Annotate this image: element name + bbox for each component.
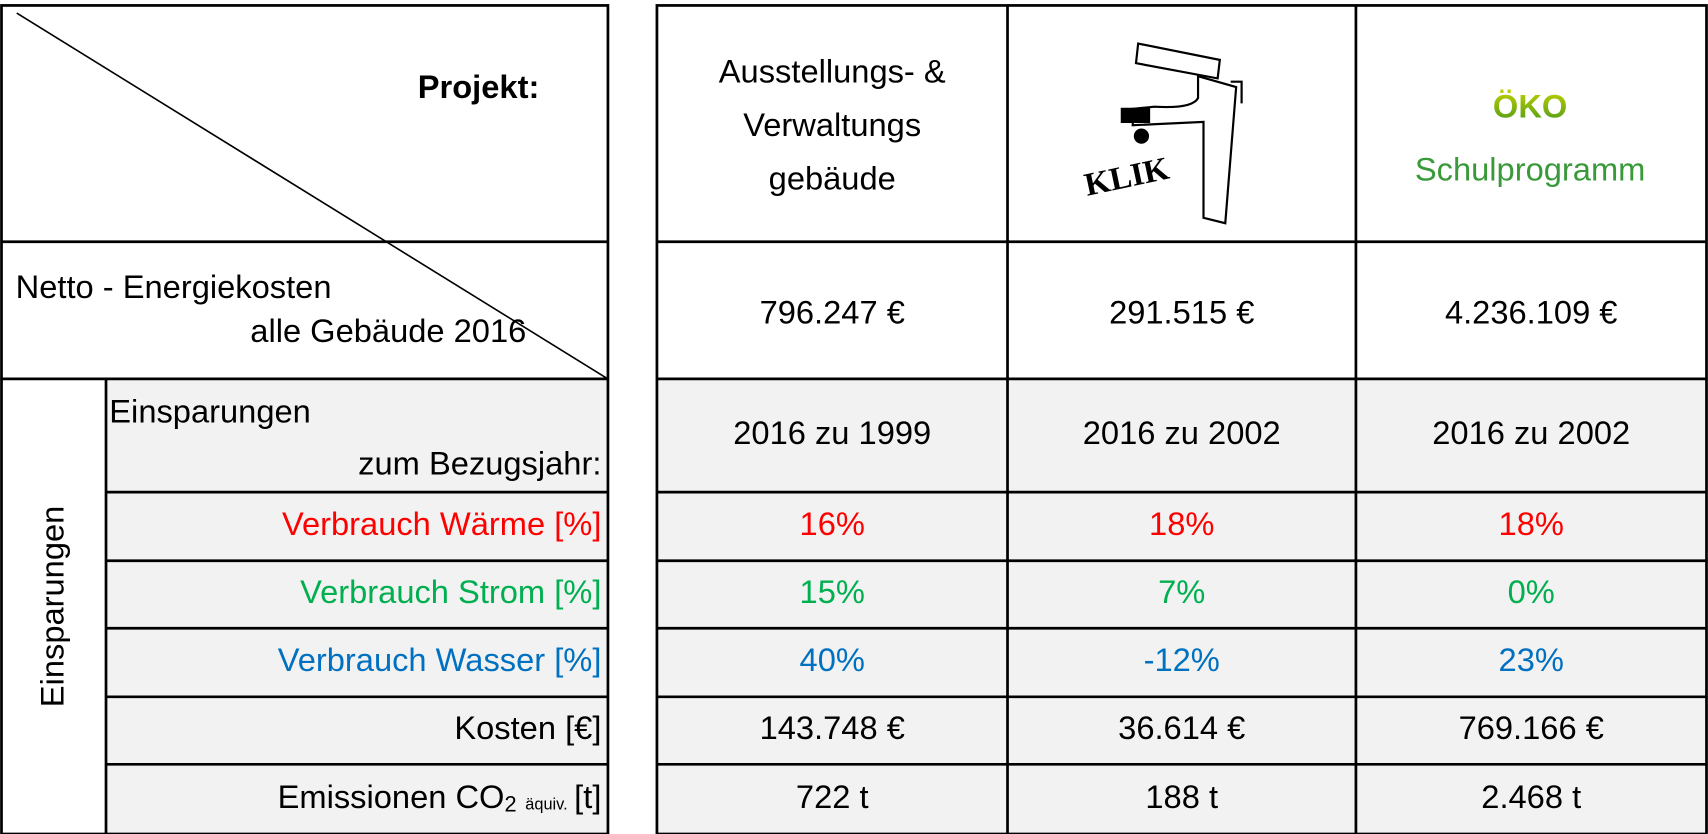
right-border xyxy=(655,4,1708,834)
project-title: gebäude xyxy=(769,159,896,196)
row-label: Emissionen CO2 äquiv. [t] xyxy=(278,778,602,817)
left-border xyxy=(0,4,610,834)
cell-value: 291.515 € xyxy=(1109,293,1254,330)
cell-value: 18% xyxy=(1149,505,1214,542)
cell-value: -12% xyxy=(1144,641,1220,678)
cell-value: 2.468 t xyxy=(1481,778,1581,815)
cell-value: 143.748 € xyxy=(760,709,905,746)
label-part: Emissionen CO xyxy=(278,778,505,815)
row-label: zum Bezugsjahr: xyxy=(358,445,601,482)
cell-value: 15% xyxy=(800,573,865,610)
faucet-icon xyxy=(1120,42,1243,225)
row-label: Netto - Energiekosten xyxy=(16,268,332,305)
backgrounds xyxy=(106,378,1708,834)
group-label: Einsparungen xyxy=(33,506,70,708)
left-shade xyxy=(106,378,608,834)
row-label: Einsparungen xyxy=(109,392,311,429)
klik-logo: KLIK xyxy=(1081,151,1172,204)
corner-label: Projekt: xyxy=(418,68,540,105)
row-label: Kosten [€] xyxy=(454,709,601,746)
right-shade xyxy=(656,378,1708,834)
label-part: äquiv. xyxy=(525,796,567,814)
row-label: Verbrauch Strom [%] xyxy=(300,573,601,610)
cell-value: 188 t xyxy=(1145,778,1218,815)
cell-value: 7% xyxy=(1158,573,1205,610)
cell-value: 2016 zu 2002 xyxy=(1083,414,1281,451)
diagonal xyxy=(16,12,609,380)
oeko-subtitle: Schulprogramm xyxy=(1415,151,1645,188)
cell-value: 36.614 € xyxy=(1118,709,1245,746)
oeko-logo: ÖKO xyxy=(1493,88,1567,125)
label-part: 2 xyxy=(504,791,516,816)
row-label: Verbrauch Wasser [%] xyxy=(278,641,602,678)
cell-value: 0% xyxy=(1508,573,1555,610)
cell-value: 2016 zu 2002 xyxy=(1432,414,1630,451)
cell-value: 796.247 € xyxy=(760,293,905,330)
cell-value: 4.236.109 € xyxy=(1445,293,1618,330)
cell-value: 2016 zu 1999 xyxy=(733,414,931,451)
cell-value: 40% xyxy=(800,641,865,678)
label-part: [t] xyxy=(574,778,601,815)
row-label: Verbrauch Wärme [%] xyxy=(282,505,601,542)
project-title: Ausstellungs- & xyxy=(719,53,946,90)
cell-value: 769.166 € xyxy=(1459,709,1604,746)
cell-value: 722 t xyxy=(796,778,869,815)
cell-value: 23% xyxy=(1499,641,1564,678)
row-label: alle Gebäude 2016 xyxy=(250,312,526,349)
cell-value: 18% xyxy=(1499,505,1564,542)
cell-value: 16% xyxy=(800,505,865,542)
project-title: Verwaltungs xyxy=(743,106,921,143)
